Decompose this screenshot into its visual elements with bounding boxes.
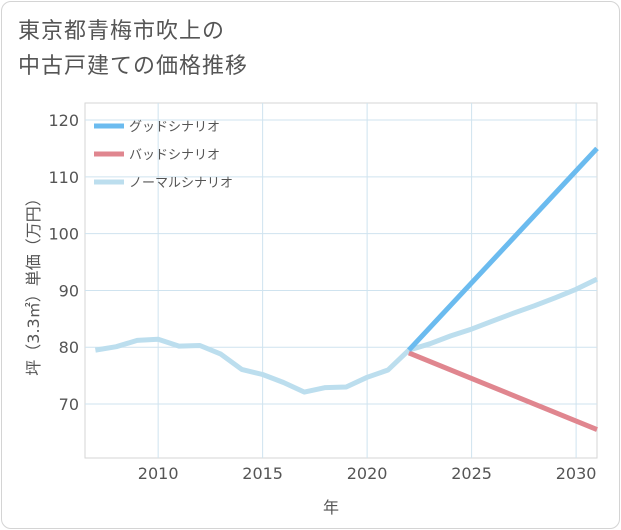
- legend-label: ノーマルシナリオ: [129, 176, 233, 191]
- y-tick-label: 70: [59, 395, 79, 414]
- y-axis-label: 坪（3.3㎡）単価（万円）: [24, 190, 43, 375]
- x-tick-label: 2030: [556, 464, 597, 483]
- y-tick-label: 120: [48, 111, 79, 130]
- y-tick-label: 100: [48, 225, 79, 244]
- series-line-2: [94, 276, 599, 395]
- series-line-1: [407, 350, 598, 432]
- grid: [84, 102, 598, 459]
- x-tick-label: 2010: [138, 464, 179, 483]
- legend-label: グッドシナリオ: [129, 120, 220, 135]
- tick-labels: 2010 2015 2020 2025 2030 70 80 90 100 110 120: [48, 111, 596, 483]
- legend-label: バッドシナリオ: [129, 148, 220, 163]
- y-tick-label: 110: [48, 168, 79, 187]
- x-tick-label: 2015: [242, 464, 283, 483]
- x-tick-label: 2020: [347, 464, 388, 483]
- x-axis-label: 年: [323, 498, 339, 517]
- chart-title: 東京都青梅市吹上の 中古戸建ての価格推移: [18, 19, 249, 79]
- y-tick-label: 90: [59, 281, 79, 300]
- y-tick-label: 80: [59, 338, 79, 357]
- series-line-0: [407, 146, 599, 352]
- x-tick-label: 2025: [451, 464, 492, 483]
- series-layer: [94, 146, 599, 432]
